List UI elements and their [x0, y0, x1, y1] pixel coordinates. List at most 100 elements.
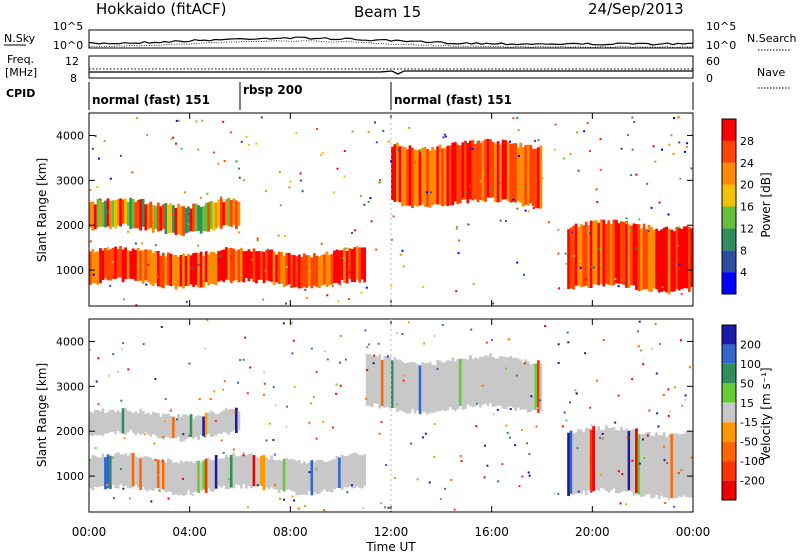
heatmap-cell [652, 435, 656, 498]
nave-label: Nave [757, 66, 785, 79]
heatmap-cell [202, 416, 206, 437]
heatmap-cell [209, 201, 213, 229]
heatmap-cell [257, 251, 261, 280]
heatmap-cell [310, 460, 314, 496]
x-tick-label: 08:00 [273, 525, 308, 539]
scatter-echo [184, 191, 186, 194]
scatter-echo [533, 139, 536, 142]
heatmap-cell [433, 149, 437, 204]
heatmap-cell [177, 203, 180, 235]
nsearch-tick-bottom: 10^0 [706, 39, 736, 52]
scatter-echo [638, 218, 641, 221]
heatmap-cell [124, 453, 127, 486]
heatmap-cell [109, 455, 112, 489]
heatmap-cell [650, 436, 653, 499]
heatmap-cell [109, 200, 112, 229]
scatter-echo [544, 325, 547, 327]
scatter-echo [343, 175, 346, 178]
scatter-echo [336, 167, 339, 170]
scatter-echo [658, 201, 661, 204]
scatter-echo [584, 352, 587, 355]
scatter-echo [97, 403, 100, 406]
scatter-echo [630, 174, 632, 177]
scatter-echo [564, 252, 567, 255]
heatmap-cell [224, 247, 228, 280]
velocity-colorbar: 200 100 50 15 -15 -50 -100 -200 [721, 324, 765, 501]
scatter-echo [238, 231, 241, 234]
heatmap-cell [383, 356, 387, 408]
scatter-echo [428, 481, 431, 484]
scatter-echo [574, 389, 577, 392]
nsky-label: N.Sky [4, 32, 36, 45]
heatmap-cell [111, 455, 115, 485]
heatmap-cell [285, 458, 289, 490]
heatmap-cell [685, 430, 689, 498]
scatter-echo [590, 490, 593, 493]
scatter-echo [390, 160, 392, 163]
colorbar-tick-label: -15 [740, 416, 758, 429]
scatter-echo [91, 147, 94, 150]
x-tick-label: 20:00 [575, 525, 610, 539]
scatter-echo [335, 392, 338, 395]
scatter-echo [120, 348, 123, 351]
scatter-echo [518, 155, 520, 158]
scatter-echo [285, 302, 287, 305]
heatmap-cell [240, 455, 243, 489]
heatmap-cell [129, 251, 133, 279]
scatter-echo [94, 447, 97, 450]
heatmap-cell [428, 361, 432, 413]
scatter-echo [470, 328, 473, 331]
heatmap-cell [154, 459, 158, 489]
heatmap-cell [224, 454, 228, 490]
scatter-echo [242, 358, 245, 361]
scatter-echo [222, 120, 225, 123]
scatter-echo [490, 338, 493, 341]
heatmap-cell [129, 197, 133, 230]
scatter-echo [420, 151, 423, 154]
heatmap-cell [451, 142, 455, 206]
heatmap-cell [416, 150, 419, 207]
scatter-echo [565, 419, 568, 422]
scatter-echo [363, 203, 366, 206]
heatmap-cell [121, 199, 125, 224]
heatmap-cell [235, 407, 238, 433]
scatter-echo [278, 171, 281, 173]
scatter-echo [562, 157, 565, 160]
nave-tick-bottom: 0 [706, 72, 713, 85]
heatmap-cell [172, 462, 175, 496]
heatmap-cell [625, 221, 628, 288]
scatter-echo [642, 363, 645, 366]
heatmap-cell [232, 248, 236, 281]
heatmap-cell [599, 219, 603, 284]
scatter-echo [457, 252, 460, 255]
scatter-echo [106, 484, 109, 486]
heatmap-cell [635, 224, 638, 290]
scatter-echo [401, 249, 404, 252]
heatmap-cell [506, 357, 510, 408]
heatmap-cell [615, 219, 618, 284]
scatter-echo [315, 468, 318, 471]
scatter-echo [524, 185, 527, 188]
scatter-echo [532, 182, 535, 185]
heatmap-cell [260, 455, 263, 486]
scatter-echo [220, 196, 222, 199]
heatmap-cell [104, 248, 107, 279]
heatmap-cell [431, 365, 435, 413]
heatmap-cell [650, 226, 653, 292]
scatter-echo [127, 457, 130, 460]
scatter-echo [305, 296, 308, 299]
scatter-echo [564, 262, 567, 265]
heatmap-cell [471, 140, 475, 201]
scatter-echo [344, 358, 347, 361]
scatter-echo [197, 475, 199, 478]
heatmap-cell [121, 249, 125, 283]
scatter-echo [520, 429, 523, 431]
heatmap-cell [318, 256, 321, 288]
heatmap-cell [227, 456, 231, 489]
heatmap-cell [224, 408, 228, 433]
scatter-echo [584, 278, 587, 281]
nave-tick-top: 60 [706, 55, 720, 68]
heatmap-cell [672, 231, 676, 292]
heatmap-cell [486, 356, 490, 407]
scatter-echo [239, 359, 242, 361]
